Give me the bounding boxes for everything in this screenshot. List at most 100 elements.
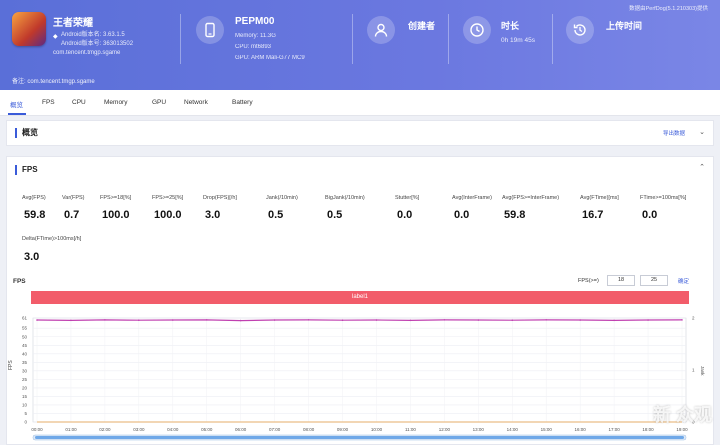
- x-tick-label: 01:00: [65, 427, 77, 432]
- chevron-up-icon[interactable]: ⌃: [699, 164, 705, 171]
- data-point: [681, 319, 683, 321]
- tab-overview[interactable]: 概览: [10, 102, 23, 109]
- fps-range-high-input[interactable]: 25: [640, 275, 668, 286]
- metric-value: 0.0: [397, 209, 413, 221]
- x-tick-label: 16:00: [575, 427, 587, 432]
- series-line-fps: [36, 319, 683, 322]
- data-point: [70, 319, 72, 322]
- android-code: Android版本号: 363013502: [61, 41, 134, 47]
- device-name: PEPM00: [235, 16, 275, 27]
- y-tick-label: 20: [22, 385, 28, 390]
- fps-chart: 0 5 10 15 20 25 30 35 40 45 50 55 61 FPS 0 1 2 Jank 00:00 0…: [8, 316, 705, 441]
- metric-label: Avg(FPS): [22, 195, 46, 201]
- x-tick-label: 05:00: [201, 427, 213, 432]
- phone-icon: [196, 16, 224, 44]
- device-memory: Memory: 11.3G: [235, 33, 276, 39]
- device-cpu: CPU: mt6893: [235, 44, 272, 50]
- metric-label: Avg(InterFrame): [452, 195, 492, 201]
- x-tick-label: 18:00: [642, 427, 654, 432]
- export-data-link[interactable]: 导出数据: [662, 131, 685, 137]
- watermark: 新 众观: [652, 405, 712, 425]
- metric-value: 100.0: [102, 209, 130, 221]
- data-point: [171, 319, 174, 321]
- report-header: 王者荣耀 ◆ Android版本名: 3.63.1.5 Android版本号: …: [0, 0, 720, 90]
- fps-range-label: FPS(>=): [578, 278, 599, 284]
- divider: [352, 14, 353, 64]
- data-point: [613, 319, 615, 322]
- data-source-note: 数据由PerfDog(5.1.210303)提供: [629, 6, 708, 12]
- metric-value: 3.0: [205, 209, 221, 221]
- y2-axis-label: Jank: [700, 366, 705, 376]
- y-tick-label: 50: [22, 334, 28, 339]
- metric-value: 0.0: [454, 209, 470, 221]
- metric-label: Avg(FTime)[ms]: [580, 195, 619, 201]
- data-point: [545, 319, 548, 321]
- data-point: [409, 319, 412, 322]
- data-point: [36, 319, 38, 321]
- divider: [180, 14, 181, 64]
- metric-label: BigJank(/10min): [325, 195, 365, 201]
- metric-value: 0.5: [268, 209, 284, 221]
- data-point: [273, 319, 276, 321]
- tab-fps[interactable]: FPS: [42, 99, 55, 106]
- metric-value: 100.0: [154, 209, 182, 221]
- tab-cpu[interactable]: CPU: [72, 99, 86, 106]
- fps-range-low-input[interactable]: 18: [607, 275, 635, 286]
- metric-label: Jank(/10min): [266, 195, 298, 201]
- y2-tick-label: 0: [692, 420, 695, 425]
- confirm-button[interactable]: 确定: [678, 279, 690, 285]
- x-tick-label: 17:00: [608, 427, 620, 432]
- data-point: [239, 319, 242, 322]
- x-tick-label: 12:00: [439, 427, 451, 432]
- x-tick-label: 10:00: [371, 427, 383, 432]
- app-name: 王者荣耀: [53, 18, 93, 29]
- tab-memory[interactable]: Memory: [104, 99, 128, 106]
- metric-label: FTime>=100ms[%]: [640, 195, 687, 201]
- y-axis-label: FPS: [8, 360, 14, 370]
- data-point: [511, 319, 514, 322]
- y-tick-label: 35: [22, 360, 28, 365]
- metric-label: Avg(FPS>=InterFrame): [502, 195, 560, 201]
- tab-battery[interactable]: Battery: [232, 99, 253, 106]
- user-icon: [367, 16, 395, 44]
- device-gpu: GPU: ARM Mali-G77 MC9: [235, 55, 305, 61]
- y-tick-label: 15: [22, 394, 28, 399]
- package-name: com.tencent.tmgp.sgame: [53, 50, 121, 56]
- tab-bar: 概览 FPS CPU Memory GPU Network Battery: [0, 90, 720, 116]
- x-tick-label: 11:00: [405, 427, 416, 432]
- tab-gpu[interactable]: GPU: [152, 99, 167, 106]
- data-point: [477, 319, 480, 321]
- data-point: [104, 319, 106, 321]
- y2-tick-label: 1: [692, 368, 695, 373]
- x-tick-label: 04:00: [167, 427, 179, 432]
- plot-area: [32, 317, 687, 423]
- x-tick-label: 09:00: [337, 427, 349, 432]
- overview-card: 概览 导出数据 ⌄: [6, 120, 714, 146]
- y-tick-label: 30: [22, 368, 28, 373]
- x-tick-label: 08:00: [303, 427, 315, 432]
- y-tick-label: 0: [24, 420, 27, 425]
- data-point: [579, 319, 581, 321]
- metric-label: FPS>=18[%]: [100, 195, 132, 201]
- creator-label: 创建者: [408, 21, 436, 31]
- data-point: [138, 319, 140, 322]
- active-tab-indicator: [8, 113, 26, 115]
- chevron-down-icon[interactable]: ⌄: [699, 129, 705, 136]
- tab-network[interactable]: Network: [184, 99, 208, 106]
- y-tick-label: 55: [22, 326, 28, 331]
- note-row: 备注: com.tencent.tmgp.sgame: [12, 79, 95, 85]
- x-tick-label: 15:00: [541, 427, 553, 432]
- label-bar[interactable]: label1: [31, 291, 689, 304]
- data-point: [307, 319, 310, 321]
- x-tick-label: 02:00: [99, 427, 111, 432]
- x-tick-label: 14:00: [507, 427, 519, 432]
- y2-tick-label: 2: [692, 316, 695, 321]
- metric-value: 3.0: [24, 251, 40, 263]
- android-version: Android版本名: 3.63.1.5: [61, 32, 125, 38]
- metric-value: 0.7: [64, 209, 80, 221]
- x-tick-label: 07:00: [269, 427, 281, 432]
- app-icon: [12, 12, 46, 46]
- metric-value: 16.7: [582, 209, 604, 221]
- data-point: [341, 319, 344, 322]
- data-point: [647, 319, 649, 321]
